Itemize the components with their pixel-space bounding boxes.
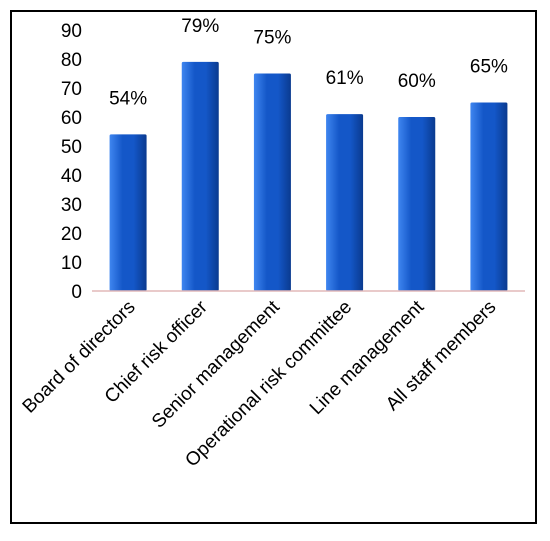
bar [398,117,436,291]
y-tick-label: 20 [61,224,82,245]
data-label: 61% [326,68,364,89]
data-label: 65% [470,57,508,78]
data-label: 75% [253,28,291,49]
bar [326,114,364,291]
data-label: 60% [398,71,436,92]
bar [253,73,291,291]
y-tick-label: 80 [61,50,82,71]
bar [470,102,508,291]
data-labels: 54% 79% 75% 61% 60% 65% [109,16,508,110]
data-label: 79% [181,16,219,37]
y-tick-label: 90 [61,21,82,42]
y-tick-label: 0 [71,282,82,303]
bar [109,134,147,291]
bar [181,61,219,292]
data-label: 54% [109,88,147,109]
y-tick-label: 60 [61,108,82,129]
bar-series [109,61,508,292]
y-tick-label: 30 [61,195,82,216]
y-tick-label: 70 [61,79,82,100]
y-axis: 0 10 20 30 40 50 60 70 80 90 [61,21,82,303]
y-tick-label: 40 [61,166,82,187]
y-tick-label: 50 [61,137,82,158]
y-tick-label: 10 [61,253,82,274]
